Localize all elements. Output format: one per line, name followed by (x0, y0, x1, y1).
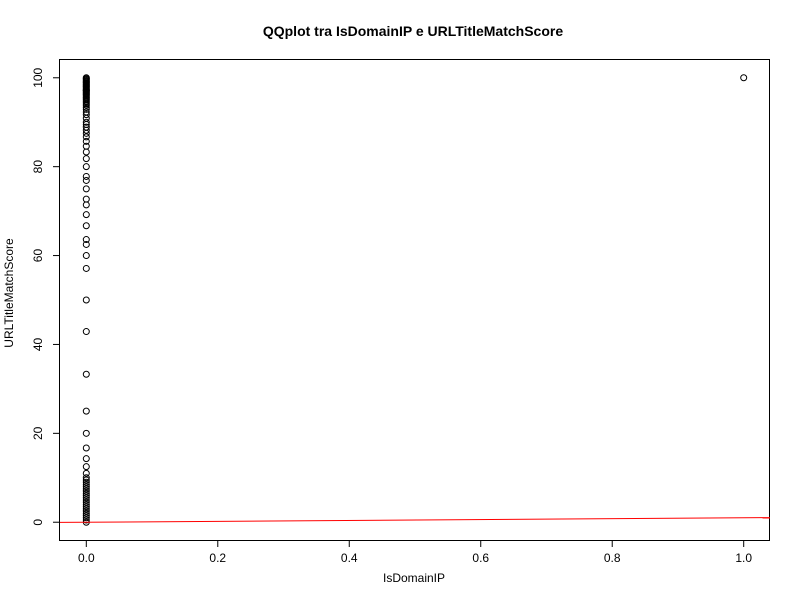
data-point (82, 498, 90, 506)
data-point (82, 328, 90, 336)
data-point (82, 516, 90, 524)
data-point (82, 407, 90, 415)
x-tick-label: 0.6 (472, 551, 489, 565)
data-point (82, 509, 90, 517)
data-point (82, 74, 90, 82)
data-point (82, 469, 90, 477)
data-point (82, 252, 90, 260)
y-tick-label: 40 (31, 337, 45, 351)
data-point (82, 118, 90, 126)
data-point (82, 512, 90, 520)
data-point (82, 429, 90, 437)
data-point (82, 236, 90, 244)
data-point (740, 74, 748, 82)
data-point (82, 444, 90, 452)
data-point (82, 222, 90, 230)
data-point (82, 514, 90, 522)
data-point (82, 211, 90, 219)
data-point (82, 496, 90, 504)
data-point (82, 480, 90, 488)
data-point (82, 201, 90, 209)
data-point (82, 494, 90, 502)
data-point (82, 163, 90, 171)
reference-line (59, 517, 771, 523)
data-point (82, 505, 90, 513)
data-point (82, 195, 90, 203)
data-point (82, 142, 90, 150)
chart-title: QQplot tra IsDomainIP e URLTitleMatchSco… (263, 23, 563, 39)
reference-line-group (59, 517, 771, 523)
y-tick-label: 60 (31, 249, 45, 263)
data-point (82, 123, 90, 131)
data-point (82, 155, 90, 163)
data-point (82, 133, 90, 141)
data-point (82, 492, 90, 500)
x-tick-label: 0.2 (209, 551, 226, 565)
data-point (82, 455, 90, 463)
data-point (82, 487, 90, 495)
y-tick-label: 100 (31, 67, 45, 87)
x-tick-label: 1.0 (735, 551, 752, 565)
data-point (82, 137, 90, 145)
data-point (82, 476, 90, 484)
data-point (82, 148, 90, 156)
data-point (82, 172, 90, 180)
x-axis: 0.0 0.2 0.4 0.6 0.8 1.0 (78, 540, 752, 565)
y-tick-label: 20 (31, 426, 45, 440)
data-point (82, 463, 90, 471)
plot-frame (59, 59, 770, 541)
data-point (82, 474, 90, 482)
data-point (82, 264, 90, 272)
data-points (82, 74, 748, 526)
data-point (82, 478, 90, 486)
data-point (82, 507, 90, 515)
data-point (82, 483, 90, 491)
data-point (82, 240, 90, 248)
x-tick-label: 0.4 (341, 551, 358, 565)
data-point (82, 370, 90, 378)
y-axis-label: URLTitleMatchScore (2, 238, 16, 348)
data-point (82, 111, 90, 119)
data-point (82, 296, 90, 304)
x-tick-label: 0.0 (78, 551, 95, 565)
data-point (82, 489, 90, 497)
y-tick-label: 0 (31, 519, 45, 526)
data-point (82, 500, 90, 508)
x-tick-label: 0.8 (604, 551, 621, 565)
data-point (82, 185, 90, 193)
data-point (82, 485, 90, 493)
y-axis: 0 20 40 60 80 100 (31, 67, 60, 526)
x-axis-label: IsDomainIP (383, 571, 445, 585)
data-point (82, 503, 90, 511)
data-point (82, 176, 90, 184)
data-point (82, 108, 90, 116)
y-tick-label: 80 (31, 160, 45, 174)
